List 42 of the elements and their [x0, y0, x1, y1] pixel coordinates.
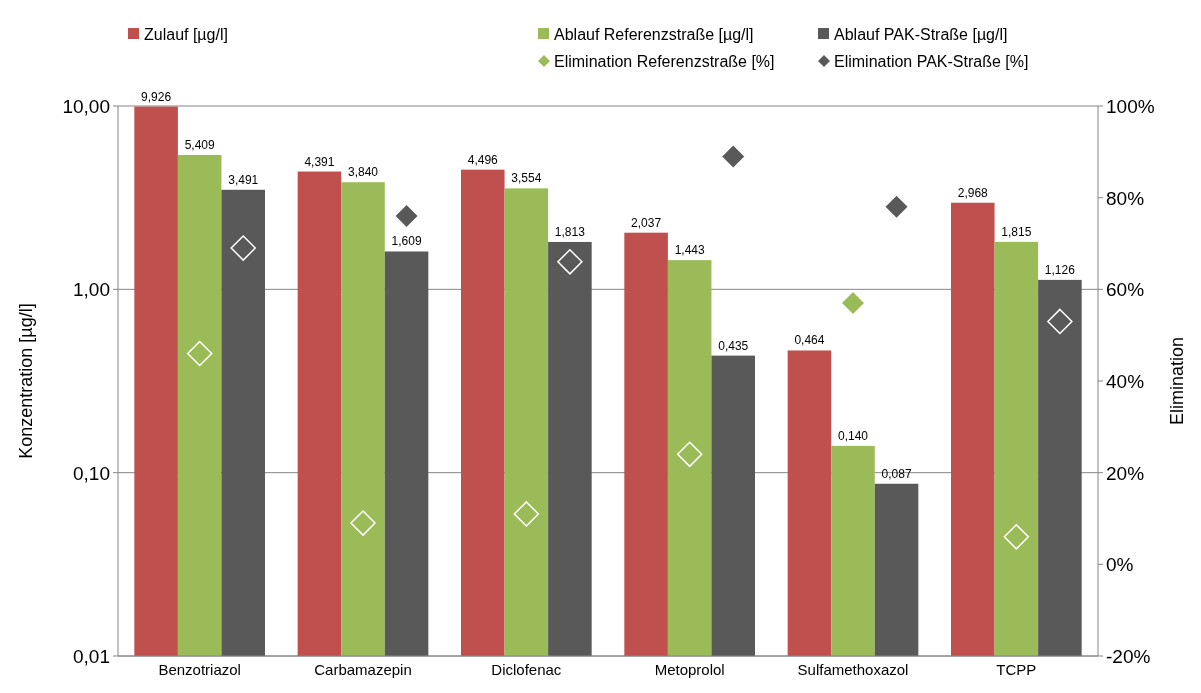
data-label: 4,391 — [304, 154, 335, 169]
data-label: 1,126 — [1044, 262, 1076, 277]
x-tick-label: TCPP — [996, 661, 1037, 678]
y-tick-label: 10,00 — [62, 96, 110, 117]
x-tick-label: Diclofenac — [491, 661, 562, 678]
data-label: 4,496 — [467, 152, 499, 167]
data-label: 1,609 — [391, 234, 422, 249]
data-label: 5,409 — [184, 137, 216, 152]
legend-label: Zulauf [µg/l] — [144, 26, 228, 43]
data-label: 1,443 — [674, 243, 706, 258]
data-label: 2,968 — [957, 185, 989, 200]
legend-label: Ablauf PAK-Straße [µg/l] — [834, 26, 1008, 43]
data-label: 1,813 — [554, 224, 586, 239]
x-tick-label: Sulfamethoxazol — [797, 661, 909, 678]
y2-axis-title: Elimination — [1167, 336, 1187, 426]
y2-tick-label: 100% — [1106, 96, 1155, 117]
data-label: 3,554 — [511, 171, 542, 186]
data-label: 1,815 — [1001, 224, 1032, 239]
legend-label: Ablauf Referenzstraße [µg/l] — [554, 26, 754, 43]
data-label: 9,926 — [141, 89, 172, 104]
y2-tick-label: 60% — [1106, 279, 1145, 301]
x-tick-label: Benzotriazol — [158, 661, 241, 678]
data-label: 0,140 — [837, 428, 869, 443]
data-label: 0,464 — [794, 333, 825, 348]
x-tick-label: Carbamazepin — [314, 661, 412, 678]
legend-label: Elimination PAK-Straße [%] — [834, 53, 1029, 70]
legend-label: Elimination Referenzstraße [%] — [554, 53, 775, 70]
y-axis-title: Konzentration [µg/l] — [16, 303, 36, 459]
y2-tick-label: -20% — [1106, 646, 1151, 667]
data-label: 3,840 — [347, 165, 379, 180]
y2-tick-label: 40% — [1106, 371, 1145, 392]
data-label: 0,435 — [718, 338, 749, 353]
y-tick-label: 0,10 — [73, 462, 110, 484]
data-label: 3,491 — [228, 172, 259, 187]
x-tick-label: Metoprolol — [654, 661, 725, 678]
y-tick-label: 0,01 — [73, 646, 110, 667]
y2-tick-label: 80% — [1106, 187, 1145, 209]
data-label: 2,037 — [631, 215, 662, 230]
y-tick-label: 1,00 — [73, 279, 110, 301]
y2-tick-label: 20% — [1106, 462, 1145, 484]
y2-tick-label: 0% — [1106, 554, 1134, 576]
data-label: 0,087 — [881, 466, 912, 481]
